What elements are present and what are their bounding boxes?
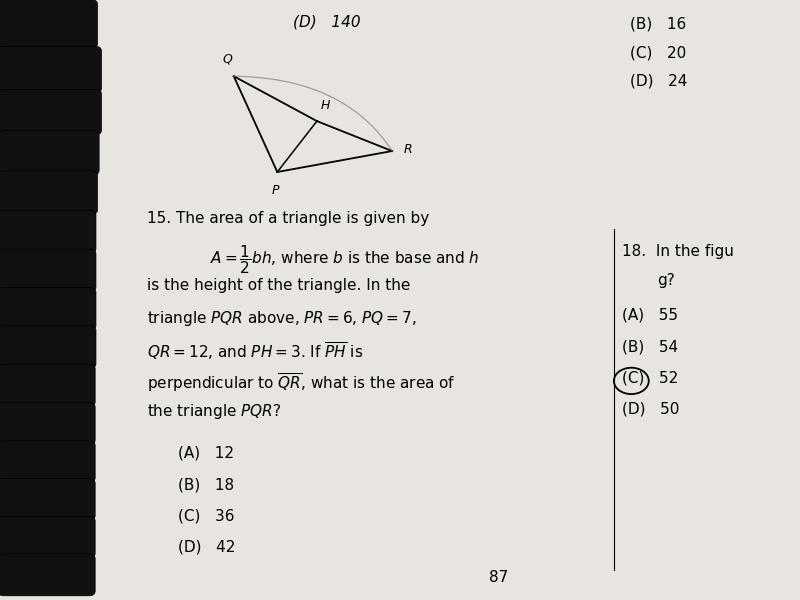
Text: P: P [272, 184, 279, 197]
FancyBboxPatch shape [0, 516, 95, 558]
Text: (C)   20: (C) 20 [630, 45, 686, 60]
Text: Q: Q [222, 52, 232, 65]
FancyBboxPatch shape [0, 326, 96, 368]
FancyBboxPatch shape [0, 249, 96, 292]
Text: (D)   50: (D) 50 [622, 401, 679, 416]
Text: (B)   18: (B) 18 [178, 477, 234, 492]
FancyBboxPatch shape [0, 0, 98, 48]
FancyBboxPatch shape [0, 46, 102, 93]
Text: (B)   54: (B) 54 [622, 339, 678, 354]
Text: triangle $PQR$ above, $PR = 6$, $PQ = 7$,: triangle $PQR$ above, $PR = 6$, $PQ = 7$… [146, 309, 416, 328]
Text: 87: 87 [490, 570, 509, 585]
Text: (C)   52: (C) 52 [622, 370, 678, 385]
Text: (D)   140: (D) 140 [293, 14, 361, 29]
Text: 15. The area of a triangle is given by: 15. The area of a triangle is given by [146, 211, 429, 226]
FancyBboxPatch shape [0, 364, 95, 407]
Text: $A = \dfrac{1}{2}bh$, where $b$ is the base and $h$: $A = \dfrac{1}{2}bh$, where $b$ is the b… [210, 244, 479, 277]
FancyBboxPatch shape [0, 287, 96, 330]
Text: (B)   16: (B) 16 [630, 16, 686, 31]
FancyBboxPatch shape [0, 211, 96, 253]
Text: (C)   36: (C) 36 [178, 508, 235, 523]
Text: 18.  In the figu: 18. In the figu [622, 244, 734, 259]
FancyBboxPatch shape [0, 478, 95, 520]
Text: (D)   24: (D) 24 [630, 74, 687, 89]
FancyBboxPatch shape [0, 89, 102, 135]
FancyBboxPatch shape [0, 131, 99, 175]
Text: H: H [321, 99, 330, 112]
Text: the triangle $PQR$?: the triangle $PQR$? [146, 403, 281, 421]
Text: (D)   42: (D) 42 [178, 539, 236, 554]
Text: $QR = 12$, and $PH = 3$. If $\overline{PH}$ is: $QR = 12$, and $PH = 3$. If $\overline{P… [146, 340, 363, 362]
Text: (A)   12: (A) 12 [178, 446, 234, 461]
Text: R: R [404, 143, 413, 156]
FancyBboxPatch shape [0, 554, 95, 596]
FancyBboxPatch shape [0, 403, 95, 445]
FancyBboxPatch shape [0, 171, 98, 214]
Text: g?: g? [658, 272, 675, 287]
Text: (A)   55: (A) 55 [622, 308, 678, 323]
FancyBboxPatch shape [0, 441, 95, 482]
Text: is the height of the triangle. In the: is the height of the triangle. In the [146, 278, 410, 293]
Text: perpendicular to $\overline{QR}$, what is the area of: perpendicular to $\overline{QR}$, what i… [146, 371, 455, 394]
